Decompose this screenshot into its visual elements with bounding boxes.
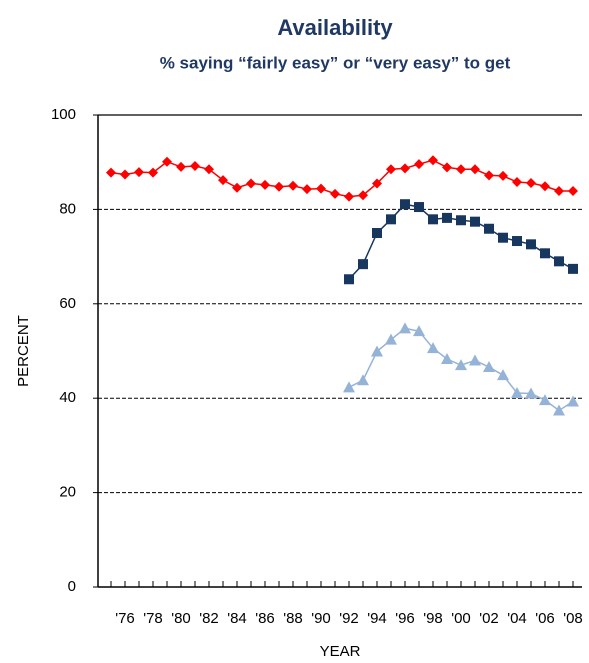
marker (399, 322, 411, 334)
marker (414, 202, 424, 213)
marker (218, 175, 228, 186)
x-tick-label: '98 (423, 610, 443, 627)
marker (371, 345, 383, 357)
x-tick-label: '92 (339, 610, 359, 627)
x-tick-label: '04 (507, 610, 527, 627)
marker (568, 263, 578, 274)
marker (358, 190, 368, 201)
marker (386, 164, 396, 175)
y-tick-label: 80 (59, 200, 76, 217)
marker (232, 182, 242, 193)
marker (344, 274, 354, 285)
x-tick-label: '80 (171, 610, 191, 627)
marker (525, 387, 537, 399)
marker (539, 394, 551, 406)
marker (441, 353, 453, 365)
marker (540, 248, 550, 259)
marker (511, 387, 523, 399)
x-tick-label: '02 (479, 610, 499, 627)
marker (554, 185, 564, 196)
x-tick-label: '96 (395, 610, 415, 627)
marker (357, 374, 369, 386)
marker (483, 361, 495, 373)
marker (372, 178, 382, 189)
marker (497, 369, 509, 381)
marker (498, 170, 508, 181)
marker (442, 162, 452, 173)
marker (540, 181, 550, 192)
marker (567, 395, 579, 407)
marker (553, 404, 565, 416)
marker (302, 184, 312, 195)
marker (428, 155, 438, 166)
marker (330, 188, 340, 199)
marker (456, 164, 466, 175)
marker (316, 183, 326, 194)
marker (456, 215, 466, 226)
x-tick-label: '82 (199, 610, 219, 627)
marker (344, 191, 354, 202)
marker (428, 214, 438, 225)
marker (526, 177, 536, 188)
marker (512, 236, 522, 247)
x-tick-label: '08 (563, 610, 583, 627)
marker (106, 167, 116, 178)
x-tick-label: '88 (283, 610, 303, 627)
marker (400, 199, 410, 210)
marker (414, 159, 424, 170)
marker (386, 214, 396, 225)
series-line (110, 159, 573, 198)
marker (134, 167, 144, 178)
marker (512, 177, 522, 188)
x-tick-label: '84 (227, 610, 247, 627)
marker (484, 223, 494, 234)
y-tick-label: 0 (68, 578, 76, 595)
y-axis-label: PERCENT (15, 315, 32, 387)
marker (204, 164, 214, 175)
marker (358, 259, 368, 270)
marker (274, 181, 284, 192)
marker (498, 232, 508, 243)
marker (470, 216, 480, 227)
marker (469, 354, 481, 366)
marker (568, 185, 578, 196)
x-tick-label: '06 (535, 610, 555, 627)
marker (246, 178, 256, 189)
y-tick-label: 100 (51, 106, 76, 123)
marker (372, 228, 382, 238)
x-tick-label: '86 (255, 610, 275, 627)
y-tick-label: 20 (59, 484, 76, 501)
x-tick-label: '90 (311, 610, 331, 627)
marker (427, 342, 439, 354)
marker (190, 160, 200, 171)
marker (162, 156, 172, 167)
marker (484, 170, 494, 181)
marker (343, 381, 355, 393)
chart-subtitle: % saying “fairly easy” or “very easy” to… (160, 53, 511, 72)
marker (260, 179, 270, 190)
x-tick-label: '76 (115, 610, 135, 627)
y-tick-label: 60 (59, 295, 76, 312)
y-tick-label: 40 (59, 389, 76, 406)
marker (288, 180, 298, 191)
marker (442, 212, 452, 223)
marker (176, 161, 186, 172)
marker (470, 164, 480, 175)
marker (526, 239, 536, 250)
x-tick-label: '78 (143, 610, 163, 627)
x-tick-label: '00 (451, 610, 471, 627)
marker (413, 325, 425, 337)
marker (385, 333, 397, 345)
marker (554, 256, 564, 267)
x-tick-label: '94 (367, 610, 387, 627)
marker (455, 359, 467, 371)
marker (148, 167, 158, 178)
x-axis-label: YEAR (320, 643, 361, 660)
marker (400, 163, 410, 174)
chart-title: Availability (277, 15, 393, 40)
marker (120, 169, 130, 180)
